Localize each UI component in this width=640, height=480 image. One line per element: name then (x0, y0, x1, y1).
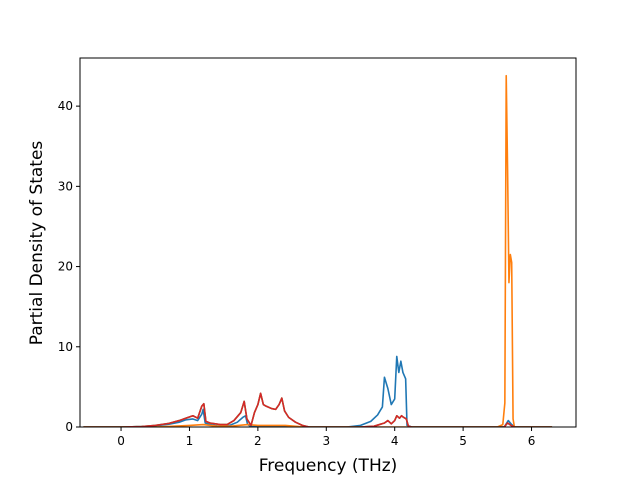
y-tick-label: 10 (58, 340, 73, 354)
x-tick-label: 5 (459, 434, 467, 448)
x-axis-label: Frequency (THz) (259, 456, 398, 476)
x-tick-label: 6 (528, 434, 536, 448)
x-tick-label: 1 (186, 434, 194, 448)
y-tick-label: 0 (65, 420, 73, 434)
series-line-1 (83, 355, 553, 427)
x-tick-label: 3 (322, 434, 330, 448)
series-line-4 (83, 392, 553, 427)
x-tick-label: 0 (117, 434, 125, 448)
y-tick-label: 30 (58, 179, 73, 193)
y-tick-label: 20 (58, 260, 73, 274)
plot-frame (79, 57, 577, 428)
series-line-3 (83, 392, 553, 427)
x-tick-label: 2 (254, 434, 262, 448)
y-tick-label: 40 (58, 99, 73, 113)
x-tick-label: 4 (391, 434, 399, 448)
series-line-2 (83, 74, 553, 427)
y-axis-label: Partial Density of States (27, 141, 47, 346)
